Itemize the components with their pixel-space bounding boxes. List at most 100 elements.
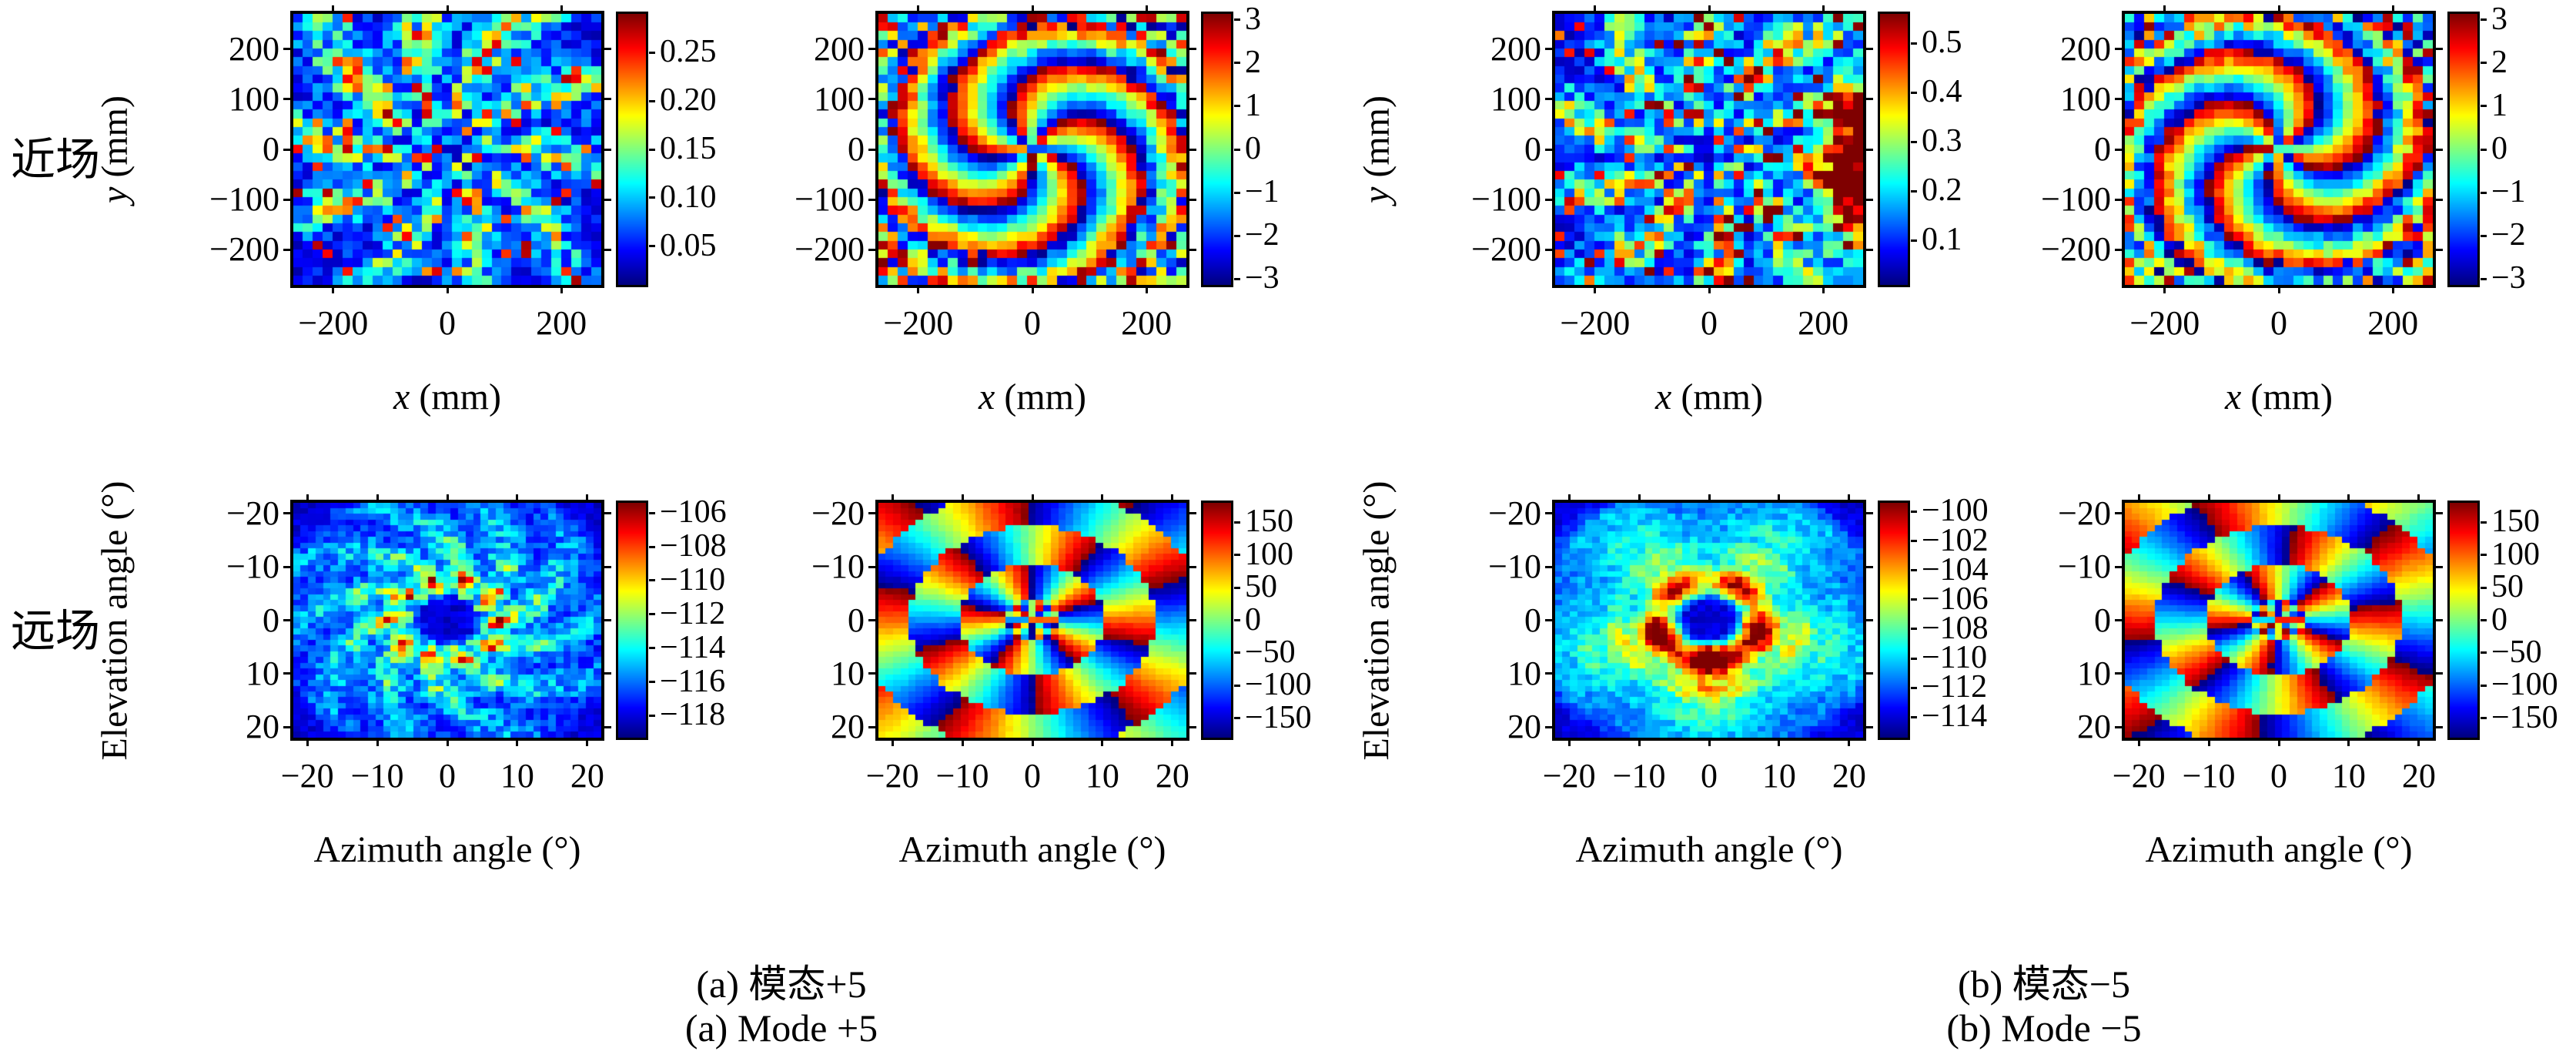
colorbar-tick-label: 0.5 xyxy=(1922,25,1962,61)
y-tick-label: 0 xyxy=(1524,601,1541,639)
x-tick-label: 0 xyxy=(2270,757,2287,795)
colorbar-tick xyxy=(1234,18,1240,22)
y-axis-tick xyxy=(2115,725,2122,728)
x-axis-tick xyxy=(1708,5,1711,12)
colorbar-tick-label: 0.10 xyxy=(660,179,717,215)
y-axis-tick xyxy=(1545,48,1552,51)
y-tick-label: 0 xyxy=(1524,130,1541,168)
y-axis-tick xyxy=(2436,98,2443,101)
y-axis-tick xyxy=(1189,725,1196,728)
y-axis-tick xyxy=(604,248,611,251)
y-axis-tick xyxy=(604,619,611,621)
x-axis-tick xyxy=(1638,494,1641,501)
y-axis-tick xyxy=(1545,512,1552,515)
x-axis-tick xyxy=(1031,5,1034,12)
colorbar-tick xyxy=(1911,239,1917,242)
y-axis-tick xyxy=(1189,148,1196,151)
x-tick-label: 20 xyxy=(570,757,604,795)
y-axis-tick xyxy=(1866,248,1873,251)
colorbar-tick-label: −150 xyxy=(2491,699,2558,735)
x-axis-tick xyxy=(516,739,519,746)
colorbar-tick xyxy=(649,245,655,248)
x-axis-tick xyxy=(1567,494,1571,501)
colorbar-tick-label: 100 xyxy=(2491,536,2540,572)
heatmap-plot-b-nearfield-amplitude xyxy=(1552,11,1866,288)
x-axis-tick xyxy=(2163,286,2166,293)
colorbar-tick-label: 100 xyxy=(1245,536,1293,572)
y-axis-tick xyxy=(283,98,290,101)
x-axis-tick xyxy=(917,5,920,12)
x-axis-tick xyxy=(2277,5,2280,12)
x-axis-tick xyxy=(1567,739,1571,746)
y-axis-tick xyxy=(868,48,875,51)
colorbar-tick-label: 0 xyxy=(1245,131,1261,166)
colorbar-canvas-b-farfield-amplitude xyxy=(1880,503,1908,738)
y-axis-tick xyxy=(283,672,290,675)
colorbar-tick xyxy=(649,681,655,684)
heatmap-plot-a-nearfield-phase xyxy=(875,11,1189,288)
y-tick-label: 10 xyxy=(1507,654,1541,692)
y-axis-tick xyxy=(1866,198,1873,201)
x-axis-tick xyxy=(2137,739,2140,746)
x-axis-tick xyxy=(376,494,379,501)
y-tick-label: 200 xyxy=(229,29,279,68)
x-axis-tick xyxy=(1031,739,1034,746)
colorbar-tick-label: −112 xyxy=(1922,669,1988,705)
y-tick-label: 10 xyxy=(831,654,865,692)
colorbar-a-farfield-amplitude xyxy=(616,501,648,740)
y-axis-tick xyxy=(1545,148,1552,151)
y-axis-tick xyxy=(868,672,875,675)
x-axis-tick xyxy=(961,739,964,746)
colorbar-tick xyxy=(2481,521,2487,524)
x-tick-label: −200 xyxy=(883,304,954,342)
x-axis-tick xyxy=(1822,5,1825,12)
y-tick-label: −200 xyxy=(2041,230,2111,269)
x-axis-tick xyxy=(586,739,589,746)
x-tick-label: −10 xyxy=(935,757,989,795)
x-axis-tick xyxy=(446,739,449,746)
x-axis-tick xyxy=(1145,5,1148,12)
colorbar-a-farfield-phase xyxy=(1201,501,1233,740)
x-axis-label-b-farfield-amplitude: Azimuth angle (°) xyxy=(1575,829,1842,871)
x-axis-tick xyxy=(1778,494,1781,501)
x-axis-tick xyxy=(2277,494,2280,501)
y-axis-tick xyxy=(1189,672,1196,675)
x-axis-tick xyxy=(1848,739,1851,746)
colorbar-tick-label: −110 xyxy=(660,561,726,598)
y-tick-label: −100 xyxy=(1471,180,1541,219)
colorbar-tick-label: −114 xyxy=(660,629,726,665)
x-axis-tick xyxy=(2277,286,2280,293)
y-tick-label: 20 xyxy=(2077,708,2111,746)
y-axis-tick xyxy=(2115,98,2122,101)
colorbar-tick-label: −100 xyxy=(1922,493,1989,529)
colorbar-canvas-b-farfield-phase xyxy=(2450,503,2477,738)
heatmap-canvas-a-nearfield-amplitude xyxy=(293,14,601,285)
x-axis-tick xyxy=(332,286,335,293)
colorbar-tick-label: −3 xyxy=(2491,260,2526,296)
y-axis-tick xyxy=(1866,98,1873,101)
colorbar-tick-label: −116 xyxy=(660,663,726,699)
colorbar-tick-label: −2 xyxy=(1245,217,1280,253)
y-tick-label: 100 xyxy=(1490,79,1541,118)
heatmap-canvas-a-nearfield-phase xyxy=(878,14,1186,285)
heatmap-plot-a-farfield-phase xyxy=(875,500,1189,741)
colorbar-tick xyxy=(649,196,655,199)
colorbar-tick-label: 0.05 xyxy=(660,227,717,263)
y-tick-label: −20 xyxy=(811,494,865,532)
heatmap-plot-b-farfield-amplitude xyxy=(1552,500,1866,741)
y-tick-label: −20 xyxy=(226,494,279,532)
caption-b-chinese: (b) 模态−5 xyxy=(1958,963,2130,1006)
x-tick-label: 0 xyxy=(1701,757,1718,795)
y-axis-tick xyxy=(1866,725,1873,728)
x-tick-label: −200 xyxy=(1560,304,1631,342)
heatmap-plot-b-nearfield-phase xyxy=(2122,11,2436,288)
y-tick-label: −100 xyxy=(209,180,279,219)
colorbar-tick-label: 2 xyxy=(1245,44,1261,80)
y-axis-label-a-nearfield-amplitude: y (mm) xyxy=(94,95,135,203)
y-tick-label: −200 xyxy=(209,230,279,269)
colorbar-tick xyxy=(649,613,655,616)
colorbar-tick xyxy=(1234,105,1240,108)
caption-b-english: (b) Mode −5 xyxy=(1946,1006,2142,1050)
colorbar-tick xyxy=(2481,586,2487,589)
y-tick-label: −100 xyxy=(2041,180,2111,219)
